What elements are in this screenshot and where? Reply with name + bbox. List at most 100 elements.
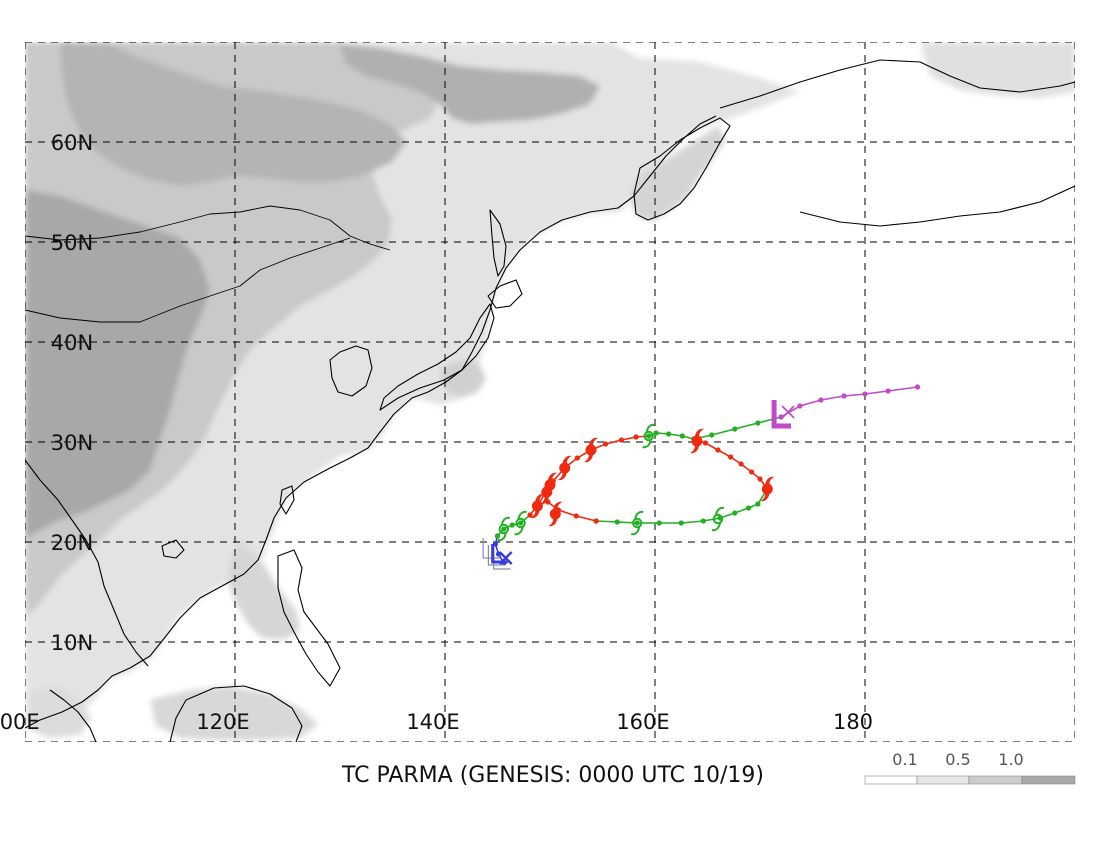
track-point-extratropical xyxy=(862,391,868,397)
storm-symbol xyxy=(711,506,725,532)
legend-swatch-1 xyxy=(864,775,918,785)
typhoon-symbol xyxy=(548,501,563,527)
longitude-label: 100E xyxy=(0,710,40,734)
track-point-storm xyxy=(678,520,684,526)
track-point-typhoon xyxy=(702,440,709,446)
coastline-japan xyxy=(379,303,495,411)
track-point-typhoon xyxy=(593,518,599,524)
track-point-extratropical xyxy=(841,393,847,399)
typhoon-symbol xyxy=(543,472,557,498)
latitude-label: 50N xyxy=(51,231,93,255)
track-point-storm xyxy=(509,522,515,528)
track-point-storm xyxy=(709,432,715,438)
extratropical-end-marker xyxy=(771,400,795,429)
coastline-hainan xyxy=(161,539,185,559)
longitude-label: 180 xyxy=(833,710,873,734)
storm-intensity-symbols xyxy=(497,423,775,542)
storm-symbol xyxy=(497,516,511,542)
coastline-kamchatka xyxy=(633,117,731,221)
legend-tick-label: 1.0 xyxy=(998,750,1023,769)
track-point-storm xyxy=(614,519,620,525)
coastline-china-border xyxy=(25,237,351,323)
land-shade-light-4 xyxy=(150,686,318,740)
coastline-mongolia-border xyxy=(25,205,391,251)
coastline-korea xyxy=(329,345,373,397)
track-point-storm xyxy=(518,520,524,526)
longitude-labels: 100E 120E 140E 160E 180 xyxy=(0,710,873,734)
latitude-label: 60N xyxy=(51,131,93,155)
track-point-storm xyxy=(656,520,662,526)
track-markers xyxy=(482,400,795,570)
latitude-labels: 10N 20N 30N 40N 50N 60N xyxy=(51,131,93,655)
probability-legend: 0.1 0.5 1.0 xyxy=(864,750,1076,785)
coastline-indochina xyxy=(25,459,149,667)
coastline-taiwan xyxy=(279,485,295,515)
track-point-typhoon xyxy=(715,447,721,453)
land-shade-light-6 xyxy=(440,360,486,398)
longitude-label: 160E xyxy=(616,710,669,734)
legend-swatch-2 xyxy=(916,775,970,785)
track-point-storm xyxy=(745,505,752,511)
track-point-extratropical xyxy=(778,414,784,420)
track-segment-low xyxy=(494,535,505,564)
coastline-borneo xyxy=(169,685,303,742)
track-point-storm xyxy=(732,426,738,432)
track-point-storm xyxy=(755,501,761,507)
track-point-storm xyxy=(666,431,672,437)
land-shade-light-3 xyxy=(228,540,300,640)
typhoon-symbol xyxy=(760,476,775,502)
track-point-storm xyxy=(700,518,706,524)
legend-swatch-4 xyxy=(1021,775,1076,785)
coastline-malaysia xyxy=(49,689,97,742)
track-point-extratropical xyxy=(818,397,824,403)
coastline-alaska xyxy=(799,185,1075,227)
low-position-marker xyxy=(482,538,501,559)
land-shade-light-2 xyxy=(630,126,726,222)
track-point-typhoon xyxy=(633,434,639,440)
coastline-asia xyxy=(25,115,717,729)
storm-symbol xyxy=(630,510,644,536)
track-point-typhoon xyxy=(527,512,533,518)
latitude-label: 30N xyxy=(51,431,93,455)
track-point-typhoon xyxy=(574,455,580,461)
latitude-label: 10N xyxy=(51,631,93,655)
legend-swatch-3 xyxy=(968,775,1023,785)
track-point-storm xyxy=(634,520,640,526)
track-point-storm xyxy=(755,420,761,426)
track-point-typhoon xyxy=(573,513,579,519)
storm-symbol xyxy=(514,510,527,536)
track-position-dots xyxy=(492,384,921,566)
track-point-typhoon xyxy=(618,437,625,443)
latitude-label: 40N xyxy=(51,331,93,355)
coastline-hokkaido xyxy=(487,279,523,309)
track-point-storm xyxy=(679,433,685,439)
lat-lon-grid xyxy=(25,42,1075,742)
coastline-philippines xyxy=(277,549,341,687)
land-shade-dark xyxy=(25,190,210,540)
low-position-marker xyxy=(487,545,506,566)
land-shade-dark-2 xyxy=(60,42,406,186)
land-shade-dark-3 xyxy=(340,44,600,124)
track-point-typhoon xyxy=(603,441,609,447)
track-point-storm xyxy=(494,533,501,539)
legend-tick-label: 0.1 xyxy=(892,750,917,769)
coastlines xyxy=(25,59,1075,742)
track-point-storm xyxy=(732,510,738,516)
storm-symbol xyxy=(642,423,656,449)
track-point-extratropical xyxy=(885,388,891,394)
latitude-label: 20N xyxy=(51,531,93,555)
map-area xyxy=(25,42,1075,742)
track-point-storm xyxy=(646,433,652,439)
track-point-storm xyxy=(653,430,659,436)
typhoon-symbol xyxy=(690,428,704,454)
track-point-typhoon xyxy=(757,476,763,482)
track-point-storm xyxy=(501,526,507,532)
coastline-chukotka xyxy=(719,59,1075,109)
legend-tick-label: 0.5 xyxy=(945,750,970,769)
track-point-typhoon xyxy=(728,454,734,460)
low-end-marker xyxy=(491,544,513,565)
longitude-label: 140E xyxy=(406,710,459,734)
track-point-typhoon xyxy=(749,469,755,475)
typhoon-symbol xyxy=(584,437,598,463)
typhoon-symbol xyxy=(557,455,572,481)
